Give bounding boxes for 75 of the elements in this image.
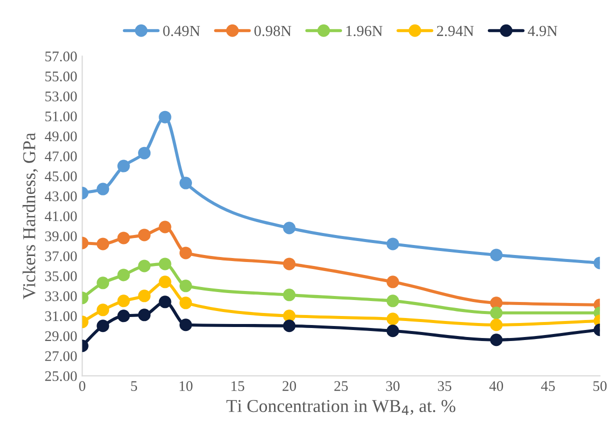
legend-label: 0.98N <box>254 26 292 36</box>
y-tick-label: 53.00 <box>45 91 77 102</box>
point <box>96 304 110 316</box>
y-tick-label: 37.00 <box>45 251 77 262</box>
point <box>138 290 151 302</box>
y-tick-label: 31.00 <box>45 311 77 322</box>
y-tick-label: 39.00 <box>45 231 77 242</box>
point <box>158 276 172 288</box>
x-tick-label: 0 <box>79 381 86 391</box>
point <box>386 312 400 326</box>
point <box>138 228 151 242</box>
y-tick-label: 29.00 <box>45 331 77 342</box>
point <box>117 160 130 172</box>
point <box>179 246 192 260</box>
point <box>117 232 130 244</box>
point <box>96 320 110 332</box>
point <box>386 324 400 338</box>
point <box>283 320 296 332</box>
x-tick-label: 5 <box>131 381 138 391</box>
point <box>138 308 151 322</box>
point <box>386 238 400 250</box>
x-axis-title: Ti Concentration in WB$_{4}$, at. % <box>226 400 456 415</box>
x-tick-label: 25 <box>334 381 348 391</box>
point <box>386 294 400 308</box>
point <box>96 276 110 290</box>
point <box>179 280 192 292</box>
x-tick-label: 45 <box>541 381 555 391</box>
point <box>138 260 151 272</box>
point <box>283 310 296 322</box>
y-tick-label: 49.00 <box>44 131 77 142</box>
y-tick-label: 35.00 <box>45 271 77 282</box>
point <box>386 276 400 288</box>
x-tick-label: 15 <box>232 381 244 391</box>
y-tick-label: 57.00 <box>45 52 77 62</box>
x-tick-label: 30 <box>386 381 400 391</box>
point <box>179 318 192 332</box>
point <box>138 146 151 160</box>
point <box>283 288 296 302</box>
point <box>158 220 172 234</box>
x-tick-label: 50 <box>593 381 607 391</box>
point <box>179 296 192 310</box>
legend-label: 0.49N <box>163 26 200 36</box>
y-tick-label: 41.00 <box>44 211 77 222</box>
point <box>96 182 110 196</box>
y-tick-label: 25.00 <box>45 371 77 382</box>
point <box>179 176 192 190</box>
y-tick-label: 27.00 <box>45 351 77 362</box>
legend-label: 1.96N <box>346 26 382 36</box>
point <box>490 334 503 346</box>
y-tick-label: 47.00 <box>44 151 77 162</box>
point <box>158 110 172 124</box>
point <box>117 268 130 282</box>
x-tick-label: 10 <box>180 381 192 391</box>
point <box>158 258 172 270</box>
point <box>490 248 503 262</box>
point <box>96 238 110 250</box>
y-tick-label: 33.00 <box>45 291 77 302</box>
point <box>283 258 296 270</box>
x-tick-label: 35 <box>438 381 452 391</box>
y-tick-label: 51.00 <box>45 111 77 122</box>
point <box>490 306 503 320</box>
x-tick-label: 20 <box>282 381 296 391</box>
y-axis-title: Vickers Hardness, GPa <box>22 132 38 300</box>
point <box>158 296 172 308</box>
point <box>490 296 503 310</box>
point <box>283 222 296 234</box>
y-tick-label: 45.00 <box>44 171 77 182</box>
y-tick-label: 55.00 <box>45 72 77 82</box>
x-tick-label: 40 <box>489 381 504 391</box>
legend-label: 4.9N <box>528 26 558 36</box>
point <box>117 294 130 308</box>
y-tick-label: 43.00 <box>44 191 77 202</box>
point <box>490 318 503 332</box>
point <box>117 310 130 322</box>
legend-label: 2.94N <box>436 26 474 36</box>
